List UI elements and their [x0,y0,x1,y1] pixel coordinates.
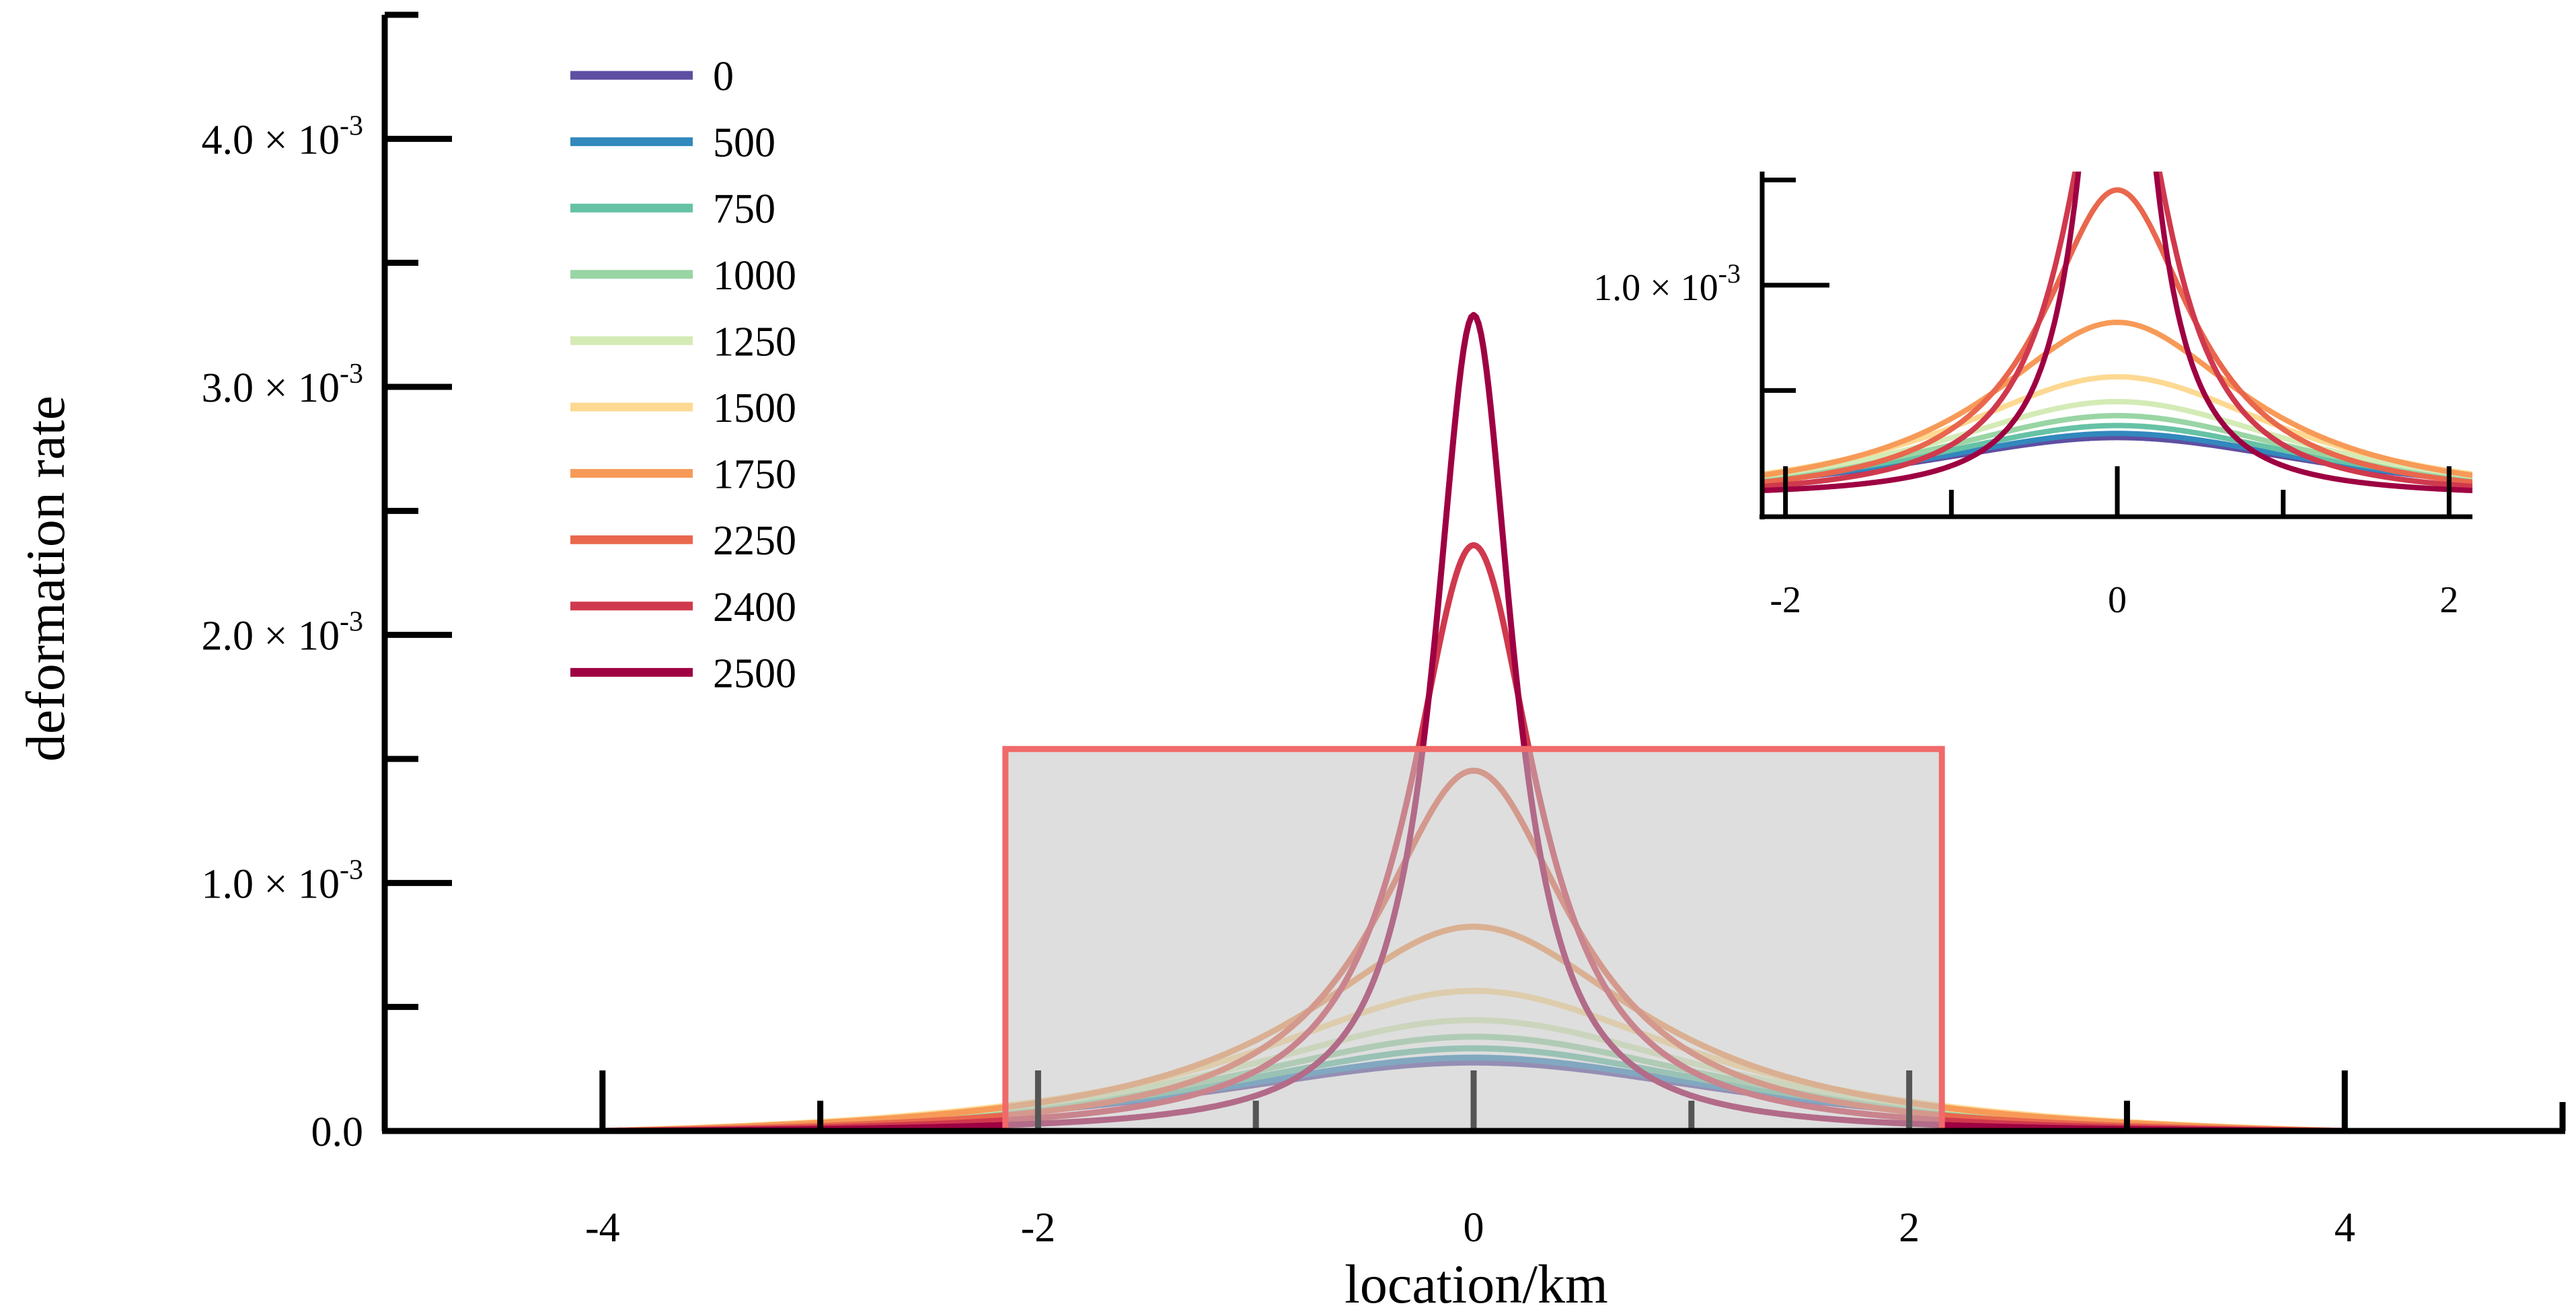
legend-item-0: 0 [570,54,734,100]
inset-axis-ticks: -2 0 2 1.0 × 10-3 [1593,178,2458,621]
x-axis-title: location/km [1344,1253,1608,1315]
legend-item-2250: 2250 [570,518,796,564]
y-tick-label: 1.0 × 10-3 [202,854,363,907]
inset-y-tick-label: 1.0 × 10-3 [1593,258,1741,309]
legend-item-2500: 2500 [570,651,796,696]
legend: 0 500 750 1000 1250 1500 1750 2250 2400 2500 [570,54,796,696]
x-tick-labels: -4 -2 0 2 4 [585,1205,2355,1251]
legend-item-500: 500 [570,120,775,166]
y-tick-label: 4.0 × 10-3 [202,110,363,163]
legend-item-750: 750 [570,186,775,232]
legend-label: 1250 [713,319,796,365]
legend-item-1000: 1000 [570,253,796,299]
series-line-2500 [599,312,2348,1134]
y-tick-label: 2.0 × 10-3 [202,607,363,659]
inset-series-line-1250 [1762,399,2472,479]
y-tick-label: 3.0 × 10-3 [202,359,363,411]
legend-label: 1500 [713,386,796,431]
inset-x-tick-label: -2 [1770,579,1801,621]
legend-item-1250: 1250 [570,319,796,365]
legend-item-2400: 2400 [570,585,796,630]
legend-label: 1750 [713,452,796,498]
inset-series-line-2250 [1762,187,2472,485]
x-tick-label: -2 [1021,1205,1056,1251]
inset-series-line-2400 [1762,172,2472,489]
legend-label: 750 [713,186,775,232]
legend-label: 2500 [713,651,796,696]
legend-item-1500: 1500 [570,386,796,431]
main-axis-ticks [385,11,2348,1131]
x-tick-label: -4 [585,1205,620,1251]
zoom-highlight-region [1002,745,1945,1134]
legend-label: 0 [713,54,734,100]
x-tick-label: 4 [2335,1205,2355,1251]
x-tick-label: 0 [1464,1205,1484,1251]
legend-item-1750: 1750 [570,452,796,498]
inset-x-tick-label: 0 [2108,579,2127,621]
y-tick-labels: 0.0 1.0 × 10-3 2.0 × 10-3 3.0 × 10-3 4.0 × 1… [202,110,363,1155]
y-axis-title: deformation rate [15,396,76,762]
y-tick-label: 0.0 [311,1109,364,1155]
legend-label: 2250 [713,518,796,564]
x-tick-label: 2 [1899,1205,1920,1251]
inset-series-line-2500 [1762,172,2472,494]
legend-label: 2400 [713,585,796,630]
inset-series-line-1750 [1762,320,2472,478]
legend-label: 1000 [713,253,796,299]
legend-label: 500 [713,120,775,166]
inset-series-lines [1762,172,2472,494]
inset-zoom-plot: -2 0 2 1.0 × 10-3 [1593,172,2472,621]
inset-x-tick-label: 2 [2439,579,2458,621]
